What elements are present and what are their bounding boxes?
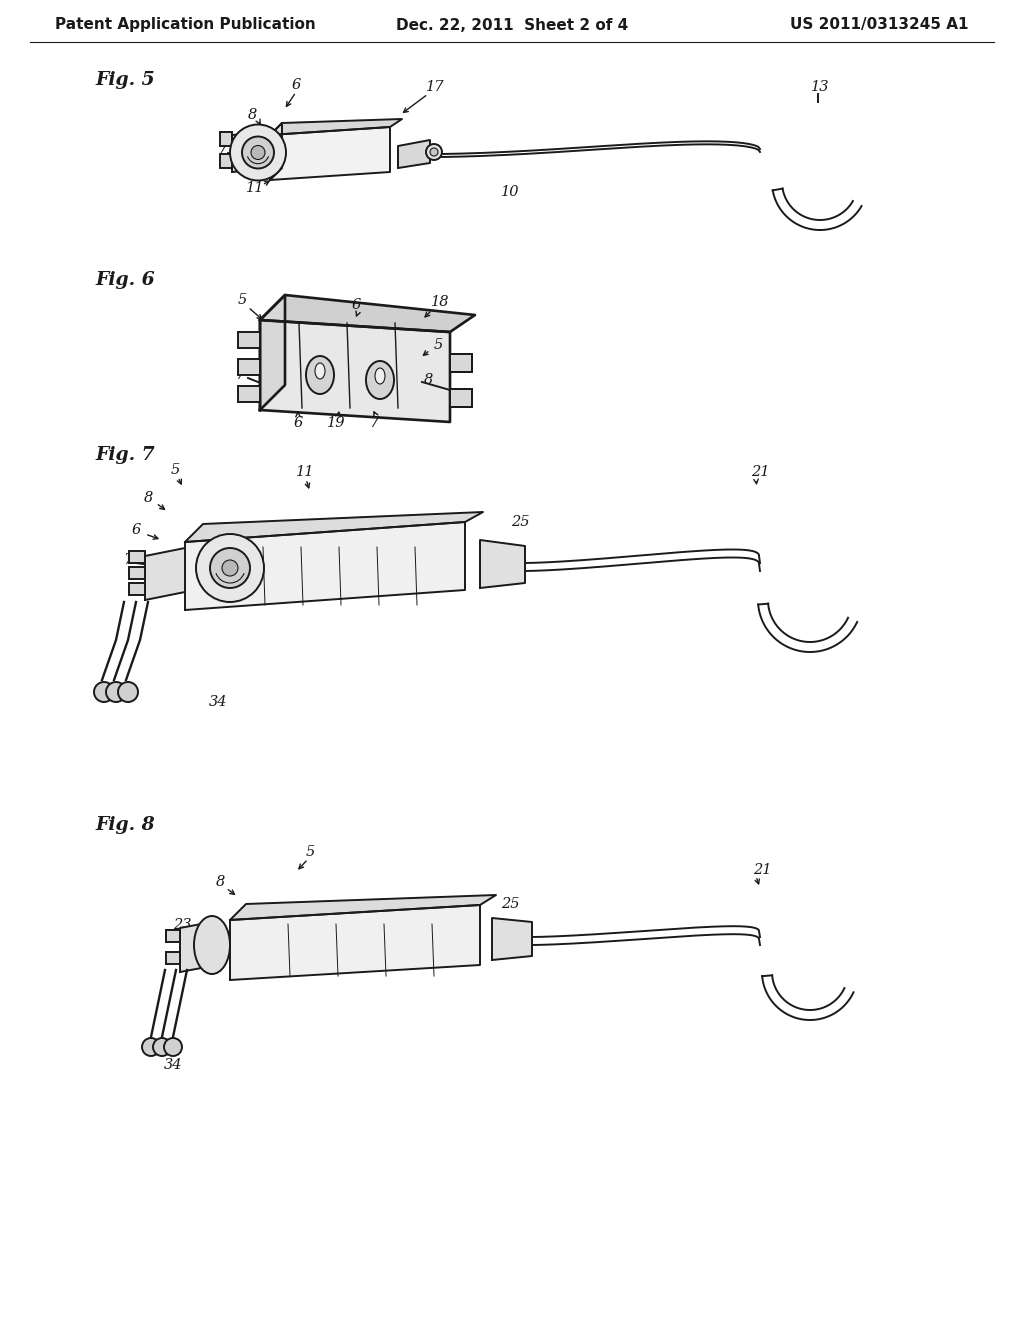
- Text: Fig. 7: Fig. 7: [95, 446, 155, 465]
- Text: 6: 6: [293, 416, 303, 430]
- Text: 7: 7: [370, 416, 379, 430]
- Polygon shape: [270, 127, 390, 180]
- Bar: [238, 385, 260, 403]
- Text: 7: 7: [123, 553, 133, 568]
- Polygon shape: [230, 906, 480, 979]
- Bar: [129, 583, 145, 595]
- Text: Dec. 22, 2011  Sheet 2 of 4: Dec. 22, 2011 Sheet 2 of 4: [396, 17, 628, 33]
- Bar: [166, 952, 180, 964]
- Text: 10: 10: [501, 185, 519, 199]
- Text: 8: 8: [215, 875, 224, 888]
- Text: 5: 5: [238, 293, 247, 308]
- Text: Patent Application Publication: Patent Application Publication: [55, 17, 315, 33]
- Text: 25: 25: [511, 515, 529, 529]
- Ellipse shape: [306, 356, 334, 393]
- Circle shape: [430, 148, 438, 156]
- Bar: [166, 931, 180, 942]
- Circle shape: [94, 682, 114, 702]
- Text: 19: 19: [327, 416, 345, 430]
- Text: 5: 5: [433, 338, 442, 352]
- Text: 18: 18: [431, 294, 450, 309]
- Text: 21: 21: [751, 465, 769, 479]
- Circle shape: [210, 548, 250, 587]
- Text: 8: 8: [248, 108, 257, 121]
- Circle shape: [251, 145, 265, 160]
- Circle shape: [164, 1038, 182, 1056]
- Polygon shape: [270, 123, 282, 180]
- Text: 34: 34: [209, 696, 227, 709]
- Polygon shape: [260, 294, 285, 411]
- Text: 7: 7: [217, 143, 226, 157]
- Text: 8: 8: [423, 374, 432, 387]
- Ellipse shape: [315, 363, 325, 379]
- Polygon shape: [230, 895, 496, 920]
- Circle shape: [222, 560, 238, 576]
- Text: 11: 11: [246, 181, 264, 195]
- Text: 6: 6: [292, 78, 301, 92]
- Polygon shape: [270, 119, 402, 135]
- Ellipse shape: [375, 368, 385, 384]
- Bar: [220, 154, 232, 168]
- Ellipse shape: [366, 360, 394, 399]
- Text: 5: 5: [170, 463, 179, 477]
- Bar: [220, 132, 232, 147]
- Polygon shape: [232, 133, 258, 172]
- Circle shape: [242, 136, 274, 169]
- Bar: [129, 550, 145, 564]
- Polygon shape: [180, 921, 212, 972]
- Text: 17: 17: [426, 81, 444, 94]
- Text: 8: 8: [143, 491, 153, 506]
- Bar: [129, 568, 145, 579]
- Polygon shape: [185, 521, 465, 610]
- Text: 7: 7: [236, 368, 245, 381]
- Polygon shape: [480, 540, 525, 587]
- Text: 34: 34: [164, 1059, 182, 1072]
- Polygon shape: [398, 140, 430, 168]
- Ellipse shape: [194, 916, 230, 974]
- Text: US 2011/0313245 A1: US 2011/0313245 A1: [790, 17, 968, 33]
- Text: 21: 21: [753, 863, 771, 876]
- Polygon shape: [260, 294, 475, 333]
- Text: 25: 25: [501, 898, 519, 911]
- Bar: [450, 389, 472, 407]
- Polygon shape: [492, 917, 532, 960]
- Bar: [238, 333, 260, 348]
- Text: 6: 6: [131, 523, 140, 537]
- Circle shape: [426, 144, 442, 160]
- Polygon shape: [260, 319, 450, 422]
- Circle shape: [118, 682, 138, 702]
- Text: 5: 5: [305, 845, 314, 859]
- Polygon shape: [185, 512, 483, 543]
- Circle shape: [230, 124, 286, 181]
- Text: 11: 11: [296, 465, 314, 479]
- Text: Fig. 5: Fig. 5: [95, 71, 155, 88]
- Polygon shape: [145, 548, 185, 601]
- Circle shape: [142, 1038, 160, 1056]
- Text: 23: 23: [173, 917, 191, 932]
- Text: Fig. 6: Fig. 6: [95, 271, 155, 289]
- Text: Fig. 8: Fig. 8: [95, 816, 155, 834]
- Text: 13: 13: [811, 81, 829, 94]
- Circle shape: [106, 682, 126, 702]
- Circle shape: [196, 535, 264, 602]
- Bar: [450, 354, 472, 372]
- Circle shape: [153, 1038, 171, 1056]
- Text: 6: 6: [351, 298, 360, 312]
- Bar: [238, 359, 260, 375]
